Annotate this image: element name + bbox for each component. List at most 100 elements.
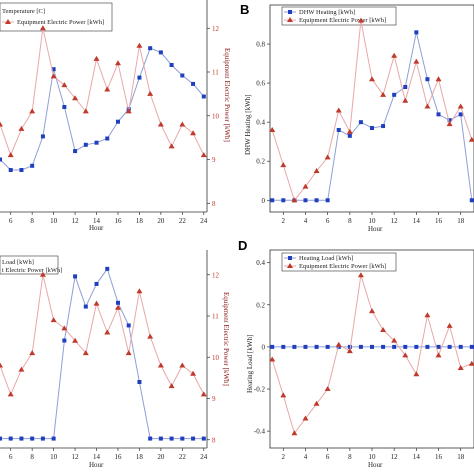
- panel-c-right-ytick-label: 11: [212, 313, 219, 321]
- panel-d-series-2-point: [402, 352, 409, 358]
- panel-c-right-ytick-label: 8: [212, 436, 216, 444]
- panel-a-marks: 6 8 10 12 14 16 18 20 22 24 8 9 10 11 12: [0, 25, 220, 225]
- panel-b: DHW Heating [kWh] Equipment Electric Pow…: [244, 4, 474, 233]
- panel-c-xtick-label: 8: [30, 453, 34, 461]
- panel-a-series-2-point: [61, 82, 68, 88]
- panel-b-series-2-point: [357, 17, 364, 23]
- panel-b-series-1-point: [281, 198, 286, 203]
- panel-b-xlabel: Hour: [368, 225, 383, 233]
- panel-c-legend-box: [0, 255, 59, 275]
- panel-a-series-2-point: [7, 152, 14, 158]
- panel-d-xtick-label: 10: [369, 453, 377, 461]
- panel-b-series-1-point: [370, 126, 374, 131]
- panel-b-series-2-point: [446, 121, 453, 127]
- panel-d-series-2-point: [435, 352, 442, 358]
- panel-b-ytick-label: 0.2: [256, 158, 265, 166]
- panel-d-series-1-point: [425, 344, 430, 349]
- panel-b-xtick-label: 10: [369, 217, 377, 225]
- panel-a-series-1-line: [0, 47, 205, 171]
- panel-label-b: B: [240, 2, 249, 17]
- panel-b-legend-box: [281, 6, 397, 26]
- panel-c-series-1-point: [51, 436, 56, 441]
- panel-a-legend-box: [0, 2, 113, 32]
- panel-a-xtick-label: 10: [50, 217, 58, 225]
- panel-d-xtick-label: 18: [457, 453, 465, 461]
- panel-a-legend: Temperature [C] Equipment Electric Power…: [0, 2, 113, 32]
- panel-a-series-2-line: [0, 28, 205, 157]
- panel-d-series-1-point: [303, 344, 308, 349]
- panel-c-series-2-point: [0, 362, 3, 368]
- panel-b-series-2-point: [402, 97, 409, 103]
- panel-d-series-2-point: [457, 364, 464, 370]
- panel-c-right-ytick-label: 10: [212, 354, 220, 362]
- panel-d-series-1-point: [358, 344, 363, 349]
- panel-a-right-ytick-label: 8: [212, 200, 216, 208]
- panel-c-series-1-point: [94, 281, 99, 286]
- panel-c-series-1-point: [62, 338, 67, 343]
- panel-d-series-1-point: [458, 344, 463, 349]
- panel-b-series-2-point: [457, 103, 464, 109]
- panel-b-frame: [269, 4, 474, 213]
- panel-d-ytick-label: -0.2: [254, 386, 266, 394]
- panel-c-series-1-point: [201, 436, 206, 441]
- panel-c-series-2-point: [114, 304, 121, 310]
- panel-b-legend-1: DHW Heating [kWh]: [299, 9, 355, 16]
- panel-b-ytick-label: 0: [262, 197, 266, 205]
- panel-d-series-1-point: [281, 344, 286, 349]
- panel-d-series-1-point: [292, 344, 297, 349]
- panel-d-legend-marker-2: [284, 263, 296, 268]
- panel-c-series-1-point: [158, 436, 163, 441]
- panel-c-right-ytick-label: 12: [212, 271, 220, 279]
- panel-a-series-2-point: [72, 95, 79, 101]
- panel-b-xtick-label: 12: [391, 217, 399, 225]
- panel-b-series-1-point: [447, 118, 452, 123]
- panel-d-series-1-point: [414, 344, 419, 349]
- panel-d-series-2-point: [335, 341, 342, 347]
- panel-a-xlabel: Hour: [89, 224, 104, 232]
- panel-c-series-1-point: [169, 436, 174, 441]
- panel-d-frame: [269, 249, 474, 449]
- panel-b-series-2-point: [280, 162, 287, 168]
- panel-d-series-2-point: [313, 400, 320, 406]
- panel-c-series-1-point: [180, 436, 185, 441]
- panel-c-series-2-point: [61, 325, 68, 331]
- panel-b-series-1-point: [314, 198, 319, 203]
- panel-a-series-2-point: [82, 108, 89, 114]
- panel-b-series-2-point: [313, 167, 320, 173]
- panel-c-xtick-label: 22: [179, 453, 187, 461]
- panel-a-series-1-point: [201, 94, 206, 99]
- panel-a-series-1-point: [8, 168, 13, 172]
- panel-d-ytick-label: 0: [262, 343, 266, 351]
- panel-d-ylabel: Heating Load [kWh]: [246, 335, 254, 393]
- panel-b-ytick-label: 0.6: [256, 80, 265, 88]
- panel-c-series-2-point: [125, 350, 132, 356]
- panel-c-series-1-point: [30, 436, 35, 441]
- panel-a-series-2-point: [0, 121, 3, 127]
- panel-a-xtick-label: 8: [30, 217, 34, 225]
- panel-d-series-1-point: [392, 344, 397, 349]
- panel-a-series-1-point: [0, 157, 2, 162]
- panel-b-series-1-point: [303, 198, 308, 203]
- panel-d-series-2-point: [468, 360, 474, 366]
- panel-b-series-2-point: [468, 136, 474, 142]
- panel-b-series-1-point: [403, 85, 408, 90]
- panel-a-series-2-point: [104, 86, 111, 92]
- panel-d-series-2-point: [357, 272, 364, 278]
- panel-c-xtick-label: 20: [157, 453, 165, 461]
- panel-c-legend-2: t Electric Power [kWh]: [2, 267, 62, 274]
- panel-b-series-2-point: [380, 91, 387, 97]
- panel-c-series-2-point: [168, 383, 175, 389]
- panel-d-legend-marker-1: [284, 256, 296, 260]
- panel-b-xtick-label: 4: [304, 217, 308, 225]
- panel-c-marks: 6 8 10 12 14 16 18 20 22 24 8 9 10 11 12: [0, 266, 220, 461]
- panel-b-series-1-line: [272, 32, 473, 201]
- panel-b-series-1-point: [336, 127, 341, 132]
- panel-a-series-1-point: [62, 105, 67, 109]
- panel-b-series-1-point: [270, 198, 275, 203]
- panel-c-series-2-point: [104, 329, 111, 335]
- panel-b-xtick-label: 8: [348, 217, 352, 225]
- panel-d-series-2-point: [324, 386, 331, 392]
- panel-b-series-2-point: [302, 183, 309, 189]
- panel-b-series-2-line: [271, 20, 473, 202]
- panel-b-series-1-point: [425, 77, 430, 82]
